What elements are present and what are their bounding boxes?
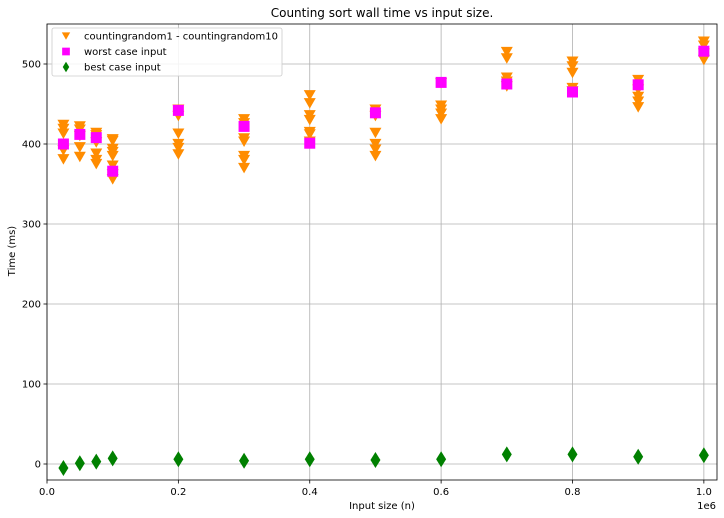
plot-frame [46,23,718,481]
random-run-point [106,174,119,185]
random-run-point [566,67,579,79]
worst-case-point [172,104,184,116]
worst-case-point [566,86,578,98]
legend-label: countingrandom1 - countingrandom10 [84,32,278,43]
best-case-point [74,455,85,472]
best-case-point [370,452,381,468]
best-case-point [436,451,447,468]
legend-marker [62,61,70,73]
random-run-point [500,53,513,64]
x-tick-label: 0.2 [170,487,186,498]
random-run-point [697,54,710,66]
best-case-point [107,450,118,467]
random-run-point [303,98,316,109]
random-run-point [57,154,70,165]
best-case-point [173,451,184,468]
worst-case-point [238,120,250,132]
x-axis-label: Input size (n) [349,501,415,512]
worst-case-point [304,137,316,149]
random-run-point [435,114,448,125]
best-case-point [304,451,315,468]
worst-case-point [90,132,102,144]
legend-box [51,27,283,77]
best-case-point [91,453,102,470]
worst-case-point [57,138,69,150]
worst-case-point [632,79,644,91]
worst-case-point [74,128,86,140]
random-run-point [90,158,103,170]
random-run-point [106,135,119,147]
random-run-point [57,128,70,139]
x-tick-label: 0.6 [433,487,449,498]
best-case-point [567,446,578,463]
random-run-point [303,129,316,140]
random-run-point [172,149,185,160]
best-case-point [239,452,250,469]
chart-title: Counting sort wall time vs input size. [271,6,494,20]
random-run-point [172,142,185,154]
random-run-point [90,148,103,159]
random-run-point [632,96,645,107]
random-run-point [303,114,316,126]
grid-lines [46,24,717,480]
random-run-point [435,108,448,119]
random-run-point [73,142,86,153]
random-run-point [106,150,119,162]
x-tick-label: 0.8 [565,487,581,498]
worst-case-point [107,165,119,177]
random-run-point [566,61,579,72]
y-tick-label: 400 [22,140,41,151]
legend-label: worst case input [84,47,167,58]
series-worst-case [57,45,710,177]
random-run-point [369,144,382,155]
y-axis-ticks: 0 100 200 300 400 500 [22,60,47,471]
worst-case-point [501,78,513,90]
best-case-point [698,447,709,464]
random-run-point [73,151,86,163]
y-tick-label: 100 [22,380,41,391]
best-case-point [501,446,512,463]
random-run-point [238,154,251,166]
random-run-point [632,102,645,113]
random-run-point [369,138,382,150]
y-tick-label: 500 [22,60,41,71]
series-best-case [58,446,709,476]
x-tick-label: 0.4 [302,487,318,498]
y-tick-label: 300 [22,220,41,231]
worst-case-point [435,76,447,88]
x-axis-ticks: 0.0 0.2 0.4 0.6 0.8 1.0 [39,480,712,498]
x-axis-offset-label: 1e6 [697,501,716,512]
legend-marker [61,32,71,40]
best-case-point [633,448,644,465]
y-tick-label: 200 [22,300,41,311]
y-axis-label: Time (ms) [7,226,18,278]
random-run-point [172,128,185,139]
x-tick-label: 0.0 [39,487,55,498]
legend-marker [62,47,70,56]
worst-case-point [369,107,381,119]
random-run-point [369,150,382,162]
data-points [57,36,710,476]
random-run-point [303,90,316,101]
random-run-point [369,127,382,139]
x-tick-label: 1.0 [696,487,712,498]
random-run-point [500,46,513,58]
random-run-point [238,162,251,174]
y-tick-label: 0 [35,460,41,471]
random-run-point [238,136,251,147]
best-case-point [58,460,69,476]
legend: countingrandom1 - countingrandom10 worst … [51,27,283,77]
legend-label: best case input [84,63,161,74]
worst-case-point [698,45,710,57]
